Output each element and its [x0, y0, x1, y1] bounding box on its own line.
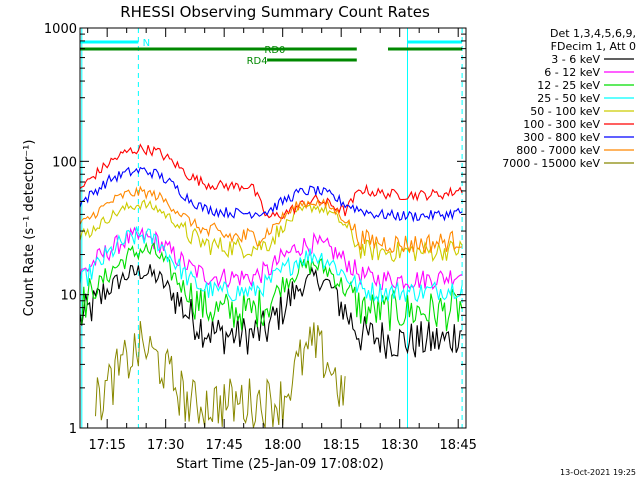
legend-label: 3 - 6 keV: [551, 53, 600, 66]
x-tick-label: 17:30: [147, 438, 184, 453]
legend-label: 25 - 50 keV: [537, 92, 600, 105]
y-tick-label: 10: [60, 289, 77, 304]
legend-label: 300 - 800 keV: [523, 131, 600, 144]
x-tick-label: 18:15: [322, 438, 359, 453]
legend-label: 6 - 12 keV: [544, 66, 600, 79]
axis-ticks: [80, 27, 466, 429]
y-tick-label: 1000: [44, 22, 77, 37]
x-tick-label: 17:15: [88, 438, 125, 453]
series-line: [80, 226, 463, 304]
series-line: [80, 226, 463, 291]
x-tick-label: 18:30: [381, 438, 418, 453]
y-tick-label: 100: [52, 155, 77, 170]
series-line: [80, 185, 463, 254]
legend: Det 1,3,4,5,6,9,FDecim 1, Att 03 - 6 keV…: [502, 27, 636, 170]
legend-header: FDecim 1, Att 0: [551, 40, 636, 53]
legend-label: 100 - 300 keV: [523, 118, 600, 131]
y-tick-labels: 1 10 100 1000: [44, 22, 77, 437]
y-axis-label: Count Rate (s⁻¹ detector⁻¹): [22, 140, 37, 317]
series-line: [95, 321, 346, 428]
x-axis-label: Start Time (25-Jan-09 17:08:02): [176, 457, 384, 472]
flag-label: RD0: [264, 45, 285, 56]
series-line: [80, 199, 463, 263]
x-tick-label: 17:45: [205, 438, 242, 453]
footer-timestamp: 13-Oct-2021 19:25: [560, 468, 636, 477]
legend-label: 7000 - 15000 keV: [502, 157, 600, 170]
series-layer: [80, 143, 463, 428]
series-line: [80, 242, 463, 332]
legend-label: 50 - 100 keV: [530, 105, 600, 118]
x-tick-labels: 17:15 17:30 17:45 18:00 18:15 18:30 18:45: [88, 438, 476, 453]
chart-title: RHESSI Observing Summary Count Rates: [120, 3, 430, 21]
flag-label: RD4: [247, 56, 268, 67]
legend-header: Det 1,3,4,5,6,9,: [550, 27, 636, 40]
legend-label: 12 - 25 keV: [537, 79, 600, 92]
series-line: [80, 166, 463, 223]
plot-frame: [79, 27, 467, 429]
flag-label: N: [143, 38, 150, 49]
x-tick-label: 18:45: [439, 438, 476, 453]
x-tick-label: 18:00: [264, 438, 301, 453]
legend-label: 800 - 7000 keV: [516, 144, 600, 157]
series-line: [80, 264, 463, 359]
series-line: [80, 143, 463, 219]
y-tick-label: 1: [69, 422, 77, 437]
